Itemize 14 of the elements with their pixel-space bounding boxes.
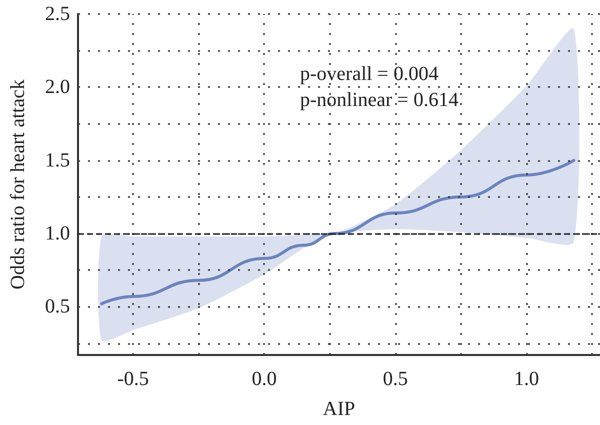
y-tick-label: 2.0 bbox=[45, 76, 70, 98]
annotation: p-overall = 0.004 bbox=[300, 63, 438, 85]
y-axis-title: Odds ratio for heart attack bbox=[7, 80, 29, 290]
x-axis-title: AIP bbox=[322, 398, 356, 420]
y-tick-label: 1.0 bbox=[45, 222, 70, 245]
y-tick-label: 0.5 bbox=[45, 296, 70, 318]
x-tick-label: 0.5 bbox=[382, 368, 408, 390]
x-tick-label: 1.0 bbox=[514, 368, 540, 390]
annotation: p-nonlinear = 0.614 bbox=[300, 89, 458, 111]
x-tick-label: 0.0 bbox=[252, 368, 277, 390]
line-series bbox=[100, 158, 576, 306]
y-tick-label: 1.5 bbox=[45, 149, 70, 172]
y-tick-label: 2.5 bbox=[45, 3, 70, 25]
x-tick-label: -0.5 bbox=[117, 368, 149, 390]
